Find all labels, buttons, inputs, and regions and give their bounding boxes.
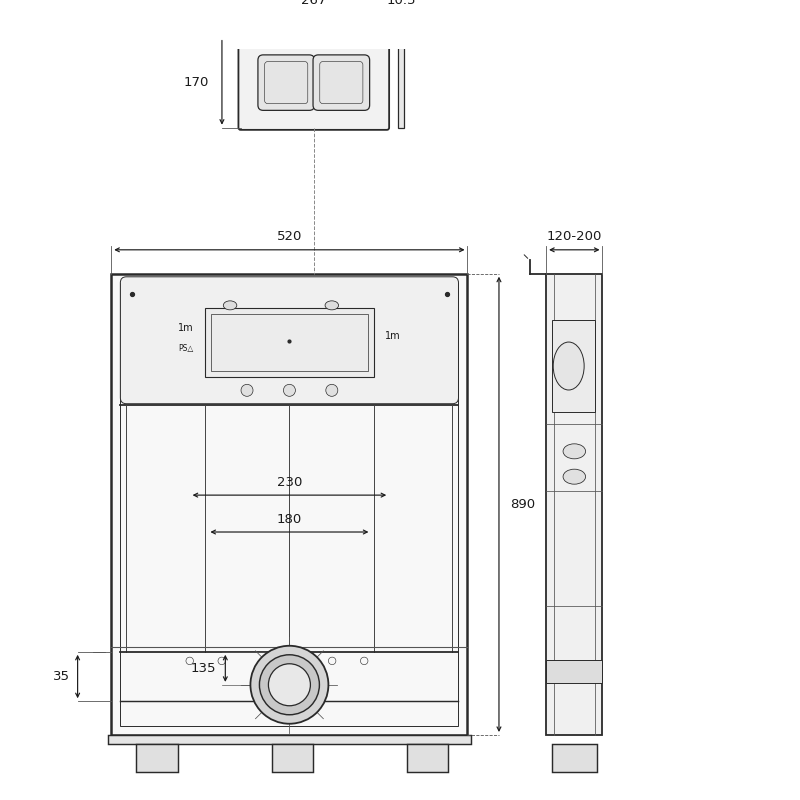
Circle shape — [269, 664, 310, 706]
Bar — [275, 686, 304, 696]
Bar — [136, 744, 178, 772]
Text: 170: 170 — [183, 76, 209, 89]
Bar — [281, 652, 298, 686]
Bar — [210, 314, 368, 371]
Ellipse shape — [563, 469, 586, 484]
Text: 1m: 1m — [178, 322, 194, 333]
Bar — [546, 274, 602, 735]
Ellipse shape — [563, 444, 586, 459]
Bar — [546, 660, 602, 683]
Text: 35: 35 — [53, 670, 70, 683]
Text: PS△: PS△ — [178, 344, 194, 353]
FancyBboxPatch shape — [258, 55, 314, 110]
Bar — [407, 744, 448, 772]
Text: 135: 135 — [191, 662, 216, 675]
Text: 267: 267 — [301, 0, 326, 7]
Circle shape — [276, 692, 303, 718]
Bar — [108, 735, 471, 744]
Text: 230: 230 — [277, 476, 302, 489]
Circle shape — [241, 384, 253, 396]
Text: 120-200: 120-200 — [546, 230, 602, 243]
Bar — [205, 309, 374, 377]
Circle shape — [250, 646, 329, 724]
Circle shape — [259, 654, 319, 714]
Bar — [552, 744, 597, 772]
FancyBboxPatch shape — [313, 55, 370, 110]
Bar — [120, 282, 458, 726]
Ellipse shape — [325, 301, 338, 310]
Text: 1m: 1m — [385, 331, 401, 341]
Text: 10.5: 10.5 — [386, 0, 416, 7]
FancyBboxPatch shape — [120, 277, 458, 404]
Bar — [398, 38, 404, 128]
Bar — [111, 274, 467, 735]
Text: 180: 180 — [277, 513, 302, 526]
Circle shape — [283, 384, 295, 396]
Circle shape — [326, 384, 338, 396]
Ellipse shape — [223, 301, 237, 310]
Ellipse shape — [554, 342, 584, 390]
Bar — [272, 744, 313, 772]
Circle shape — [282, 698, 297, 713]
Bar — [552, 320, 595, 412]
FancyBboxPatch shape — [238, 35, 389, 130]
Text: 520: 520 — [277, 230, 302, 243]
Text: 890: 890 — [510, 498, 535, 511]
